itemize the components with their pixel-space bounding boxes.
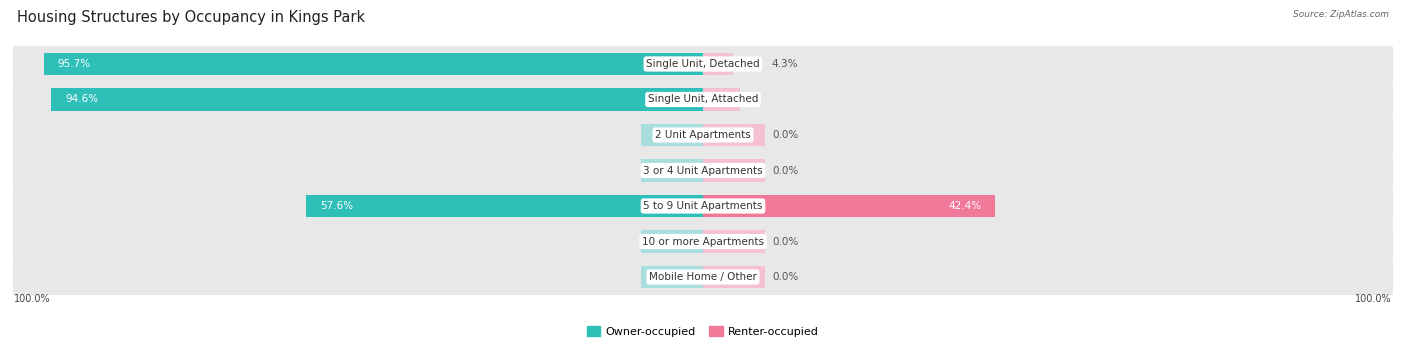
Text: 0.0%: 0.0% xyxy=(669,130,696,140)
Text: 0.0%: 0.0% xyxy=(669,272,696,282)
Text: Mobile Home / Other: Mobile Home / Other xyxy=(650,272,756,282)
Text: 42.4%: 42.4% xyxy=(948,201,981,211)
Bar xyxy=(703,266,765,288)
Bar xyxy=(641,231,703,252)
Bar xyxy=(703,53,733,75)
FancyBboxPatch shape xyxy=(13,152,1393,189)
Bar xyxy=(703,195,995,217)
Bar xyxy=(44,53,703,75)
Text: 57.6%: 57.6% xyxy=(321,201,353,211)
Text: 0.0%: 0.0% xyxy=(772,130,799,140)
Bar xyxy=(703,160,765,181)
Text: 95.7%: 95.7% xyxy=(58,59,90,69)
Bar xyxy=(307,195,703,217)
Text: 0.0%: 0.0% xyxy=(772,165,799,176)
Legend: Owner-occupied, Renter-occupied: Owner-occupied, Renter-occupied xyxy=(582,322,824,341)
Bar xyxy=(641,266,703,288)
Bar xyxy=(641,124,703,146)
Text: 5.4%: 5.4% xyxy=(700,94,727,104)
Text: Single Unit, Detached: Single Unit, Detached xyxy=(647,59,759,69)
Text: Single Unit, Attached: Single Unit, Attached xyxy=(648,94,758,104)
Text: 94.6%: 94.6% xyxy=(65,94,98,104)
Bar xyxy=(703,89,740,110)
Text: 0.0%: 0.0% xyxy=(669,237,696,247)
Text: 3 or 4 Unit Apartments: 3 or 4 Unit Apartments xyxy=(643,165,763,176)
Bar xyxy=(641,160,703,181)
Text: 100.0%: 100.0% xyxy=(1355,294,1392,304)
Text: 0.0%: 0.0% xyxy=(772,237,799,247)
Text: 0.0%: 0.0% xyxy=(772,272,799,282)
Text: 0.0%: 0.0% xyxy=(669,165,696,176)
FancyBboxPatch shape xyxy=(13,259,1393,295)
FancyBboxPatch shape xyxy=(13,188,1393,224)
FancyBboxPatch shape xyxy=(13,46,1393,82)
FancyBboxPatch shape xyxy=(13,117,1393,153)
FancyBboxPatch shape xyxy=(13,223,1393,260)
Text: 5 to 9 Unit Apartments: 5 to 9 Unit Apartments xyxy=(644,201,762,211)
Bar xyxy=(51,89,703,110)
Text: Source: ZipAtlas.com: Source: ZipAtlas.com xyxy=(1294,10,1389,19)
Bar xyxy=(703,124,765,146)
Text: 100.0%: 100.0% xyxy=(14,294,51,304)
Text: 2 Unit Apartments: 2 Unit Apartments xyxy=(655,130,751,140)
Text: 4.3%: 4.3% xyxy=(772,59,799,69)
Bar xyxy=(703,231,765,252)
FancyBboxPatch shape xyxy=(13,81,1393,118)
Text: 10 or more Apartments: 10 or more Apartments xyxy=(643,237,763,247)
Text: Housing Structures by Occupancy in Kings Park: Housing Structures by Occupancy in Kings… xyxy=(17,10,366,25)
